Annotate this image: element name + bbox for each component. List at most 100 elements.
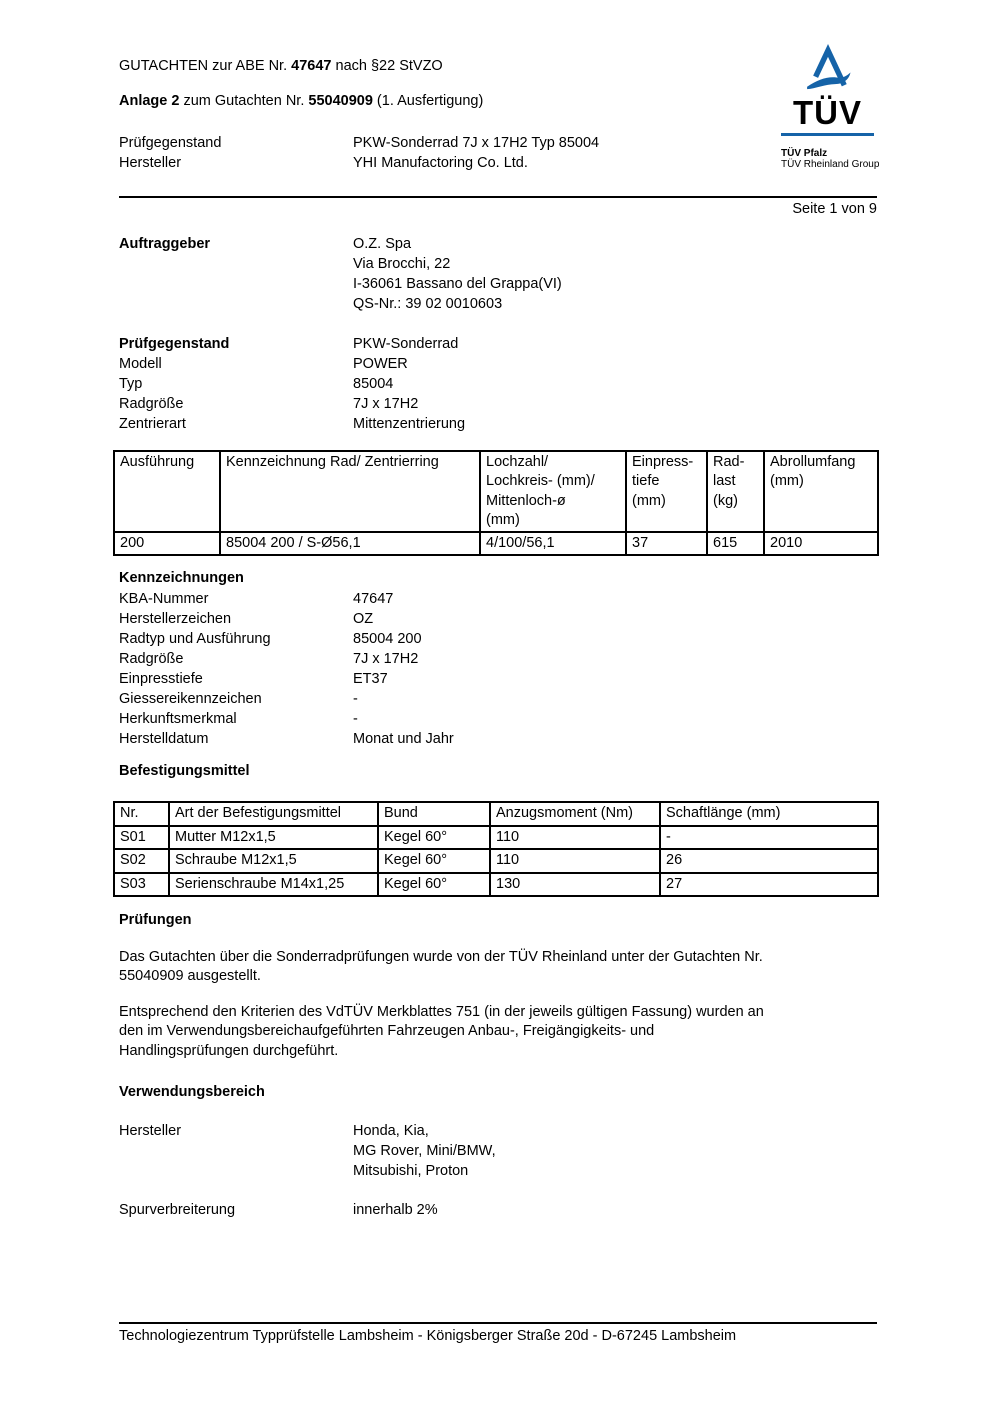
tuv-logo: TÜV TÜV Pfalz TÜV Rheinland Group (781, 44, 880, 170)
tuv-pfalz-label: TÜV Pfalz (781, 148, 828, 159)
hersteller-line: Honda, Kia, (353, 1122, 429, 1139)
modell-row: Modell POWER (119, 354, 877, 374)
tuv-wordmark: TÜV (793, 94, 862, 131)
cell-schaftlaenge: 27 (659, 871, 879, 897)
radtyp-row: Radtyp und Ausführung 85004 200 (119, 629, 877, 649)
giesserei-value: - (353, 690, 358, 707)
footer: Technologiezentrum Typprüfstelle Lambshe… (119, 1322, 877, 1347)
herkunft-row: Herkunftsmerkmal - (119, 709, 877, 729)
gutachten-title-post: nach §22 StVZO (331, 58, 443, 74)
header-hersteller-label: Hersteller (119, 155, 182, 171)
verwendung-hersteller-label: Hersteller (119, 1122, 182, 1139)
page-indicator: Seite 1 von 9 (792, 201, 877, 217)
header-cell-abrollumfang: Abrollumfang (mm) (763, 449, 879, 533)
herkunft-value: - (353, 710, 358, 727)
cell-bund: Kegel 60° (377, 848, 491, 874)
table-row: S01 Mutter M12x1,5 Kegel 60° 110 - (113, 824, 879, 850)
radtyp-value: 85004 200 (353, 630, 422, 647)
pruefgegenstand-label: Prüfgegenstand (119, 335, 230, 352)
herstelldatum-label: Herstelldatum (119, 730, 209, 747)
header-pruefgegenstand-value: PKW-Sonderrad 7J x 17H2 Typ 85004 (353, 135, 600, 151)
befestigungsmittel-table: Nr. Art der Befestigungsmittel Bund Anzu… (113, 801, 879, 897)
header-pruefgegenstand-label: Prüfgegenstand (119, 135, 222, 151)
typ-value: 85004 (353, 375, 394, 392)
cell-kennzeichnung: 85004 200 / S-Ø56,1 (219, 530, 481, 556)
paragraph-line: Entsprechend den Kriterien des VdTÜV Mer… (119, 1003, 764, 1020)
document-content: GUTACHTEN zur ABE Nr. 47647 nach §22 StV… (113, 0, 879, 1220)
pruefungen-paragraph-2: Entsprechend den Kriterien des VdTÜV Mer… (119, 1003, 877, 1062)
pruefgegenstand-value: PKW-Sonderrad (353, 335, 459, 352)
zentrierart-value: Mittenzentrierung (353, 415, 466, 432)
kba-nummer-label: KBA-Nummer (119, 590, 209, 607)
zentrierart-row: Zentrierart Mittenzentrierung (119, 414, 877, 434)
herstelldatum-row: Herstelldatum Monat und Jahr (119, 729, 877, 749)
table-row: S02 Schraube M12x1,5 Kegel 60° 110 26 (113, 848, 879, 874)
header-hersteller-row: Hersteller YHI Manufactoring Co. Ltd. (119, 153, 877, 173)
gutachten-title-line: GUTACHTEN zur ABE Nr. 47647 nach §22 StV… (119, 57, 877, 77)
tuv-triangle-icon (806, 44, 850, 90)
cell-art: Schraube M12x1,5 (168, 848, 379, 874)
auftraggeber-section: Auftraggeber O.Z. Spa Via Brocchi, 22 I-… (119, 234, 877, 314)
header-cell-art: Art der Befestigungsmittel (168, 801, 379, 827)
hersteller-line: MG Rover, Mini/BMW, (353, 1142, 496, 1159)
cell-lochzahl: 4/100/56,1 (479, 530, 627, 556)
anlage-post: (1. Ausfertigung) (372, 92, 484, 109)
cell-anzugsmoment: 130 (489, 871, 661, 897)
spurverbreiterung-value: innerhalb 2% (353, 1201, 438, 1218)
typ-label: Typ (119, 375, 143, 392)
header-hersteller-value: YHI Manufactoring Co. Ltd. (353, 155, 528, 171)
cell-schaftlaenge: 26 (659, 848, 879, 874)
verwendung-hersteller-row: Hersteller Honda, Kia, MG Rover, Mini/BM… (119, 1121, 877, 1181)
herstelldatum-value: Monat und Jahr (353, 730, 454, 747)
befestigungsmittel-heading: Befestigungsmittel (119, 762, 250, 779)
cell-abrollumfang: 2010 (763, 530, 879, 556)
table-row: S03 Serienschraube M14x1,25 Kegel 60° 13… (113, 871, 879, 897)
table-header-row: Nr. Art der Befestigungsmittel Bund Anzu… (113, 801, 879, 827)
typ-row: Typ 85004 (119, 374, 877, 394)
pruefungen-heading: Prüfungen (119, 912, 192, 928)
cell-radlast: 615 (706, 530, 765, 556)
ausfuehrung-table: Ausführung Kennzeichnung Rad/ Zentrierri… (113, 449, 879, 557)
tuv-rheinland-group-label: TÜV Rheinland Group (781, 159, 880, 170)
kennzeichnungen-block: KBA-Nummer 47647 Herstellerzeichen OZ Ra… (119, 589, 877, 749)
cell-einpresstiefe: 37 (625, 530, 708, 556)
cell-anzugsmoment: 110 (489, 824, 661, 850)
cell-anzugsmoment: 110 (489, 848, 661, 874)
cell-nr: S03 (113, 871, 170, 897)
header-pruefgegenstand-row: Prüfgegenstand PKW-Sonderrad 7J x 17H2 T… (119, 133, 877, 153)
paragraph-line: Das Gutachten über die Sonderradprüfunge… (119, 948, 763, 965)
cell-ausfuehrung: 200 (113, 530, 221, 556)
radgroesse-kz-label: Radgröße (119, 650, 184, 667)
hersteller-line: Mitsubishi, Proton (353, 1162, 469, 1179)
cell-nr: S02 (113, 848, 170, 874)
header-cell-kennzeichnung: Kennzeichnung Rad/ Zentrierring (219, 449, 481, 533)
radgroesse-kz-value: 7J x 17H2 (353, 650, 419, 667)
paragraph-line: Handlingsprüfungen durchgeführt. (119, 1042, 339, 1059)
address-line: I-36061 Bassano del Grappa(VI) (353, 275, 562, 292)
header-info-block: Prüfgegenstand PKW-Sonderrad 7J x 17H2 T… (119, 133, 877, 173)
table-row: 200 85004 200 / S-Ø56,1 4/100/56,1 37 61… (113, 530, 879, 556)
zentrierart-label: Zentrierart (119, 415, 186, 432)
paragraph-line: den im Verwendungsbereichaufgeführten Fa… (119, 1023, 655, 1039)
einpresstiefe-label: Einpresstiefe (119, 670, 203, 687)
gutachten-number: 55040909 (308, 92, 373, 109)
cell-schaftlaenge: - (659, 824, 879, 850)
header-cell-einpresstiefe: Einpress- tiefe (mm) (625, 449, 708, 533)
header-cell-bund: Bund (377, 801, 491, 827)
gutachten-title-pre: GUTACHTEN zur ABE Nr. (119, 58, 292, 74)
header-rule (119, 196, 877, 198)
table-header-row: Ausführung Kennzeichnung Rad/ Zentrierri… (113, 449, 879, 533)
pruefgegenstand-row: Prüfgegenstand PKW-Sonderrad (119, 334, 877, 354)
modell-label: Modell (119, 355, 162, 372)
herkunft-label: Herkunftsmerkmal (119, 710, 237, 727)
header-cell-anzugsmoment: Anzugsmoment (Nm) (489, 801, 661, 827)
address-line: Via Brocchi, 22 (353, 255, 451, 272)
cell-art: Mutter M12x1,5 (168, 824, 379, 850)
radgroesse-label: Radgröße (119, 395, 184, 412)
abe-number: 47647 (291, 58, 332, 74)
verwendung-hersteller-list: Honda, Kia, MG Rover, Mini/BMW, Mitsubis… (353, 1121, 877, 1181)
herstellerzeichen-label: Herstellerzeichen (119, 610, 232, 627)
header-cell-lochzahl: Lochzahl/ Lochkreis- (mm)/ Mittenloch-ø … (479, 449, 627, 533)
anlage-mid: zum Gutachten Nr. (179, 92, 309, 109)
